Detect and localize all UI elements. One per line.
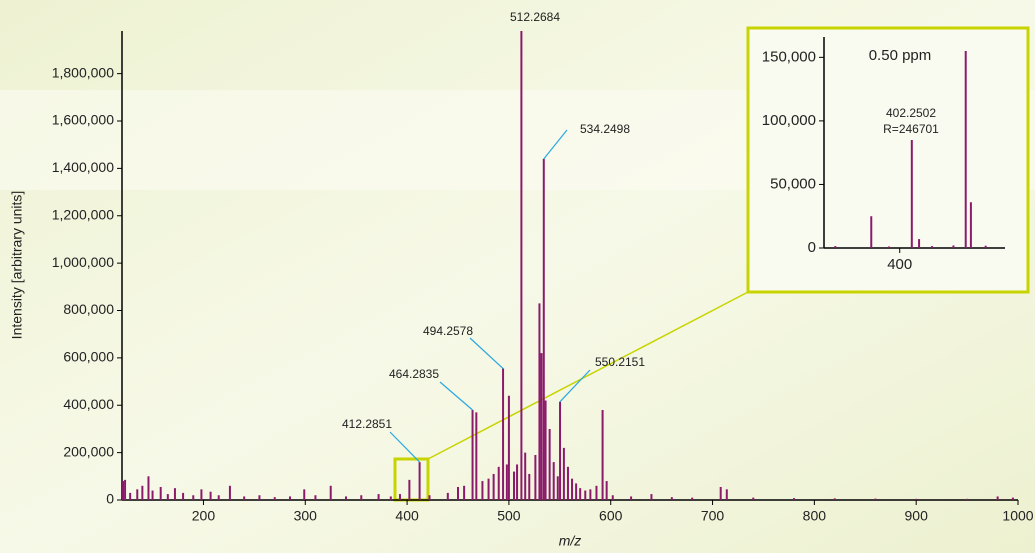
- peak-label: 550.2151: [595, 355, 645, 369]
- y-tick-label: 150,000: [762, 48, 816, 65]
- x-tick-label: 400: [887, 256, 912, 273]
- inset-box: [746, 26, 1030, 294]
- y-tick-label: 600,000: [63, 349, 114, 365]
- leader-line: [469, 337, 504, 369]
- x-tick-label: 500: [497, 508, 521, 524]
- x-tick-label: 300: [294, 508, 318, 524]
- y-tick-label: 400,000: [63, 396, 114, 412]
- y-tick-label: 100,000: [762, 112, 816, 129]
- x-axis-title: m/z: [559, 533, 582, 549]
- peak-label: R=246701: [883, 122, 939, 136]
- leader-line: [543, 129, 568, 160]
- peak-label: 534.2498: [580, 122, 630, 136]
- y-tick-label: 800,000: [63, 301, 114, 317]
- y-tick-label: 50,000: [770, 175, 816, 192]
- peak-label: 494.2578: [423, 324, 473, 338]
- x-tick-label: 1000: [1002, 508, 1033, 524]
- y-axis-title: Intensity [arbitrary units]: [9, 191, 25, 340]
- y-tick-label: 1,200,000: [52, 206, 114, 222]
- y-tick-label: 1,600,000: [52, 112, 114, 128]
- x-tick-label: 200: [192, 508, 216, 524]
- x-tick-label: 400: [395, 508, 419, 524]
- peak-label: 412.2851: [342, 417, 392, 431]
- x-tick-label: 700: [701, 508, 725, 524]
- x-tick-label: 900: [905, 508, 929, 524]
- leader-line: [439, 381, 473, 411]
- y-tick-label: 1,000,000: [52, 254, 114, 270]
- x-tick-label: 600: [599, 508, 623, 524]
- leader-line: [559, 369, 591, 403]
- y-tick-label: 1,400,000: [52, 159, 114, 175]
- peak-label: 512.2684: [510, 10, 560, 24]
- peak-label: 402.2502: [886, 106, 936, 120]
- peak-label: 464.2835: [389, 367, 439, 381]
- y-tick-label: 200,000: [63, 443, 114, 459]
- y-tick-label: 0: [106, 491, 114, 507]
- inset-title: 0.50 ppm: [869, 47, 932, 64]
- leader-line: [389, 431, 421, 463]
- y-tick-label: 0: [808, 239, 816, 256]
- zoom-connector: [427, 291, 749, 460]
- y-tick-label: 1,800,000: [52, 64, 114, 80]
- x-tick-label: 800: [803, 508, 827, 524]
